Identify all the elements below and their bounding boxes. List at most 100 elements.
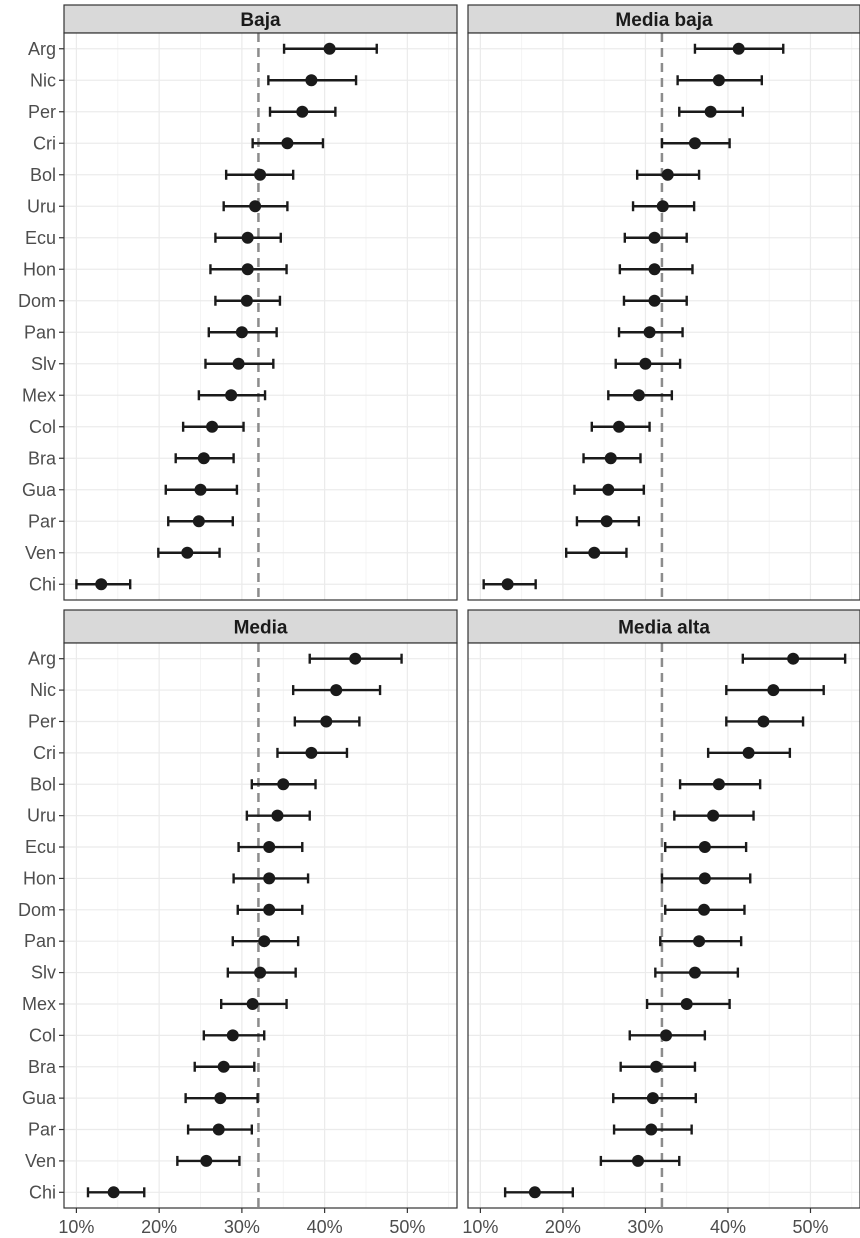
point-cri — [276, 746, 349, 759]
estimate-dot — [600, 515, 613, 528]
point-bol — [250, 778, 317, 791]
strip-media — [63, 609, 458, 644]
point-par — [186, 1123, 254, 1136]
estimate-dot — [646, 1092, 659, 1105]
panel-border — [467, 32, 860, 601]
point-ecu — [214, 231, 282, 244]
estimate-dot — [661, 168, 674, 181]
x-tick-label: 30% — [224, 1217, 260, 1237]
point-pan — [617, 326, 684, 339]
estimate-dot — [254, 168, 267, 181]
point-uru — [673, 809, 755, 822]
point-mex — [197, 389, 267, 402]
y-tick-label: Nic — [30, 680, 56, 700]
point-dom — [622, 294, 688, 307]
panel-border — [467, 642, 860, 1209]
estimate-dot — [698, 903, 711, 916]
point-per — [725, 715, 805, 728]
y-tick-label: Pan — [24, 322, 56, 342]
estimate-dot — [206, 420, 219, 433]
point-hon — [660, 872, 752, 885]
point-gua — [573, 483, 645, 496]
estimate-dot — [226, 1029, 239, 1042]
estimate-dot — [258, 935, 271, 948]
x-tick-label: 40% — [710, 1217, 746, 1237]
estimate-dot — [232, 357, 245, 370]
estimate-dot — [281, 137, 294, 150]
point-ecu — [237, 841, 304, 854]
point-hon — [209, 263, 288, 276]
estimate-dot — [688, 966, 701, 979]
point-dom — [214, 294, 282, 307]
y-tick-label: Arg — [28, 649, 56, 669]
estimate-dot — [648, 263, 661, 276]
estimate-dot — [214, 1092, 227, 1105]
point-chi — [482, 578, 537, 591]
y-tick-label: Mex — [22, 994, 56, 1014]
estimate-dot — [107, 1186, 120, 1199]
estimate-dot — [194, 483, 207, 496]
y-tick-label: Per — [28, 102, 56, 122]
y-tick-label: Bra — [28, 448, 57, 468]
point-ecu — [623, 231, 688, 244]
estimate-dot — [225, 389, 238, 402]
estimate-dot — [707, 809, 720, 822]
point-uru — [631, 200, 696, 213]
estimate-dot — [197, 452, 210, 465]
point-par — [575, 515, 641, 528]
strip-label: Media baja — [615, 10, 713, 31]
point-ven — [157, 546, 221, 559]
point-per — [678, 105, 745, 118]
point-col — [628, 1029, 707, 1042]
estimate-dot — [200, 1154, 213, 1167]
y-tick-label: Hon — [23, 259, 56, 279]
point-bra — [193, 1060, 256, 1073]
point-pan — [231, 935, 300, 948]
estimate-dot — [648, 294, 661, 307]
estimate-dot — [277, 778, 290, 791]
y-tick-label: Dom — [18, 291, 56, 311]
y-tick-label: Mex — [22, 385, 56, 405]
estimate-dot — [680, 997, 693, 1010]
point-slv — [654, 966, 740, 979]
y-tick-label: Col — [29, 1025, 56, 1045]
strip-label: Media alta — [618, 618, 710, 639]
point-ecu — [664, 841, 748, 854]
y-tick-label: Par — [28, 1120, 56, 1140]
estimate-dot — [501, 578, 514, 591]
y-tick-label: Ven — [25, 543, 56, 563]
estimate-dot — [588, 546, 601, 559]
x-tick-label: 20% — [545, 1217, 581, 1237]
y-tick-label: Pan — [24, 931, 56, 951]
estimate-dot — [650, 1060, 663, 1073]
y-tick-label: Arg — [28, 39, 56, 59]
estimate-dot — [698, 872, 711, 885]
point-cri — [660, 137, 731, 150]
y-tick-label: Uru — [27, 196, 56, 216]
point-arg — [741, 652, 847, 665]
x-tick-label: 20% — [141, 1217, 177, 1237]
estimate-dot — [757, 715, 770, 728]
estimate-dot — [604, 452, 617, 465]
point-per — [293, 715, 361, 728]
point-ven — [176, 1154, 241, 1167]
point-chi — [503, 1186, 575, 1199]
estimate-dot — [602, 483, 615, 496]
estimate-dot — [656, 200, 669, 213]
estimate-dot — [296, 105, 309, 118]
y-tick-label: Gua — [22, 1088, 57, 1108]
estimate-dot — [643, 326, 656, 339]
point-bol — [635, 168, 701, 181]
panel-background — [64, 33, 457, 600]
estimate-dot — [241, 263, 254, 276]
strip-label: Media — [234, 618, 288, 639]
facet-baja: Baja Arg Nic Per Cri Bol Uru Ecu Hon Dom Pan Slv Mex… — [18, 4, 458, 601]
point-arg — [282, 42, 378, 55]
point-uru — [222, 200, 289, 213]
point-chi — [75, 578, 132, 591]
y-tick-label: Slv — [31, 354, 56, 374]
point-arg — [308, 652, 403, 665]
estimate-dot — [742, 746, 755, 759]
point-slv — [226, 966, 297, 979]
